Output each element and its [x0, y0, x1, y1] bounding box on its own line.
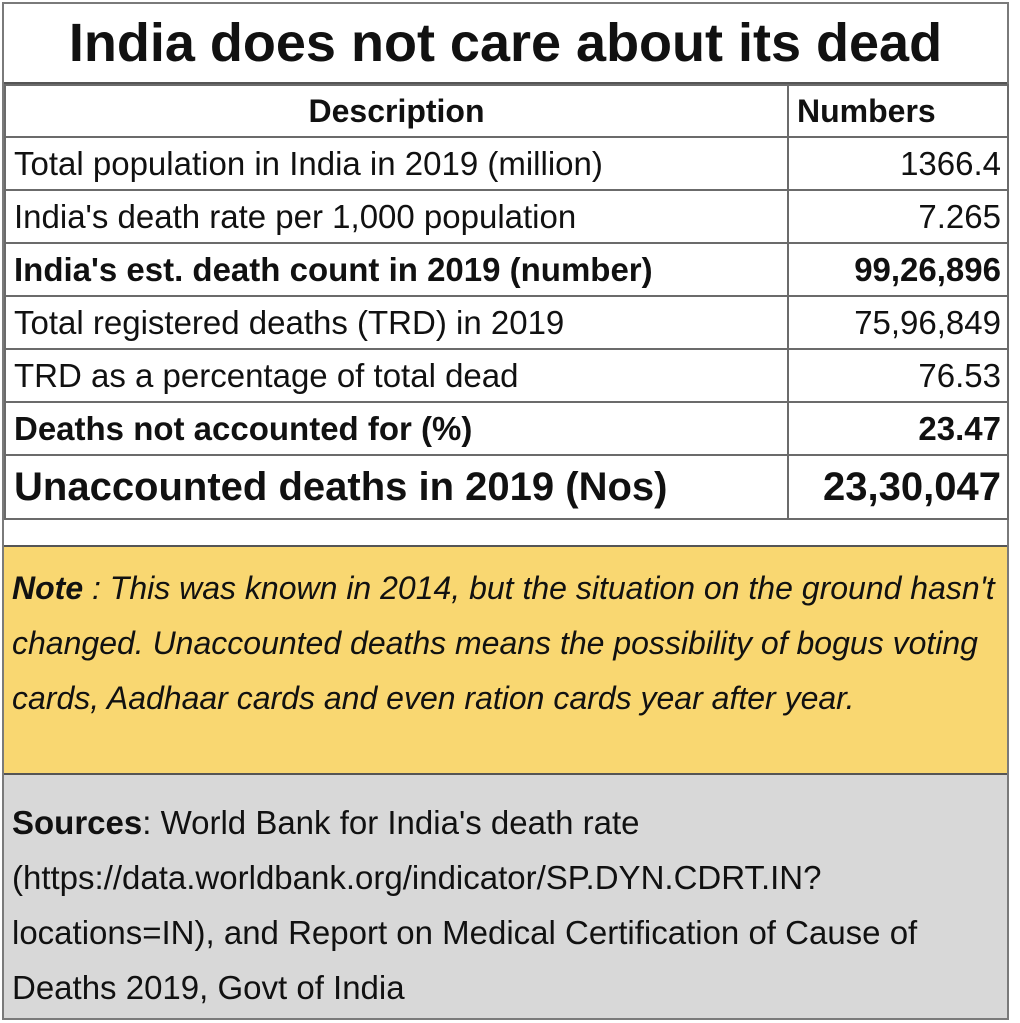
table-row: Total registered deaths (TRD) in 2019 75… [4, 295, 1009, 350]
row-description: India's est. death count in 2019 (number… [4, 242, 789, 297]
row-description: TRD as a percentage of total dead [4, 348, 789, 403]
note-label: Note [12, 570, 84, 606]
row-value: 75,96,849 [787, 295, 1009, 350]
sources-text: : World Bank for India's death rate (htt… [12, 804, 918, 1006]
row-value: 99,26,896 [787, 242, 1009, 297]
sources-label: Sources [12, 804, 143, 841]
row-value: 1366.4 [787, 136, 1009, 191]
row-description: Unaccounted deaths in 2019 (Nos) [4, 454, 789, 520]
table-row: TRD as a percentage of total dead 76.53 [4, 348, 1009, 403]
table-header-row: Description Numbers [4, 84, 1009, 138]
row-value: 23,30,047 [787, 454, 1009, 520]
sources-box: Sources: World Bank for India's death ra… [4, 775, 1007, 1018]
table-row: India's est. death count in 2019 (number… [4, 242, 1009, 297]
column-header-description: Description [4, 84, 789, 138]
row-value: 76.53 [787, 348, 1009, 403]
note-text: : This was known in 2014, but the situat… [12, 570, 995, 716]
table-row: Total population in India in 2019 (milli… [4, 136, 1009, 191]
table-row: Deaths not accounted for (%) 23.47 [4, 401, 1009, 456]
row-value: 23.47 [787, 401, 1009, 456]
row-description: India's death rate per 1,000 population [4, 189, 789, 244]
row-value: 7.265 [787, 189, 1009, 244]
page-title: India does not care about its dead [4, 4, 1007, 84]
row-description: Deaths not accounted for (%) [4, 401, 789, 456]
table-row-total: Unaccounted deaths in 2019 (Nos) 23,30,0… [4, 454, 1009, 520]
row-description: Total registered deaths (TRD) in 2019 [4, 295, 789, 350]
column-header-numbers: Numbers [787, 84, 1009, 138]
table-row: India's death rate per 1,000 population … [4, 189, 1009, 244]
row-description: Total population in India in 2019 (milli… [4, 136, 789, 191]
note-box: Note : This was known in 2014, but the s… [4, 545, 1007, 775]
death-statistics-table: Description Numbers Total population in … [4, 84, 1009, 520]
